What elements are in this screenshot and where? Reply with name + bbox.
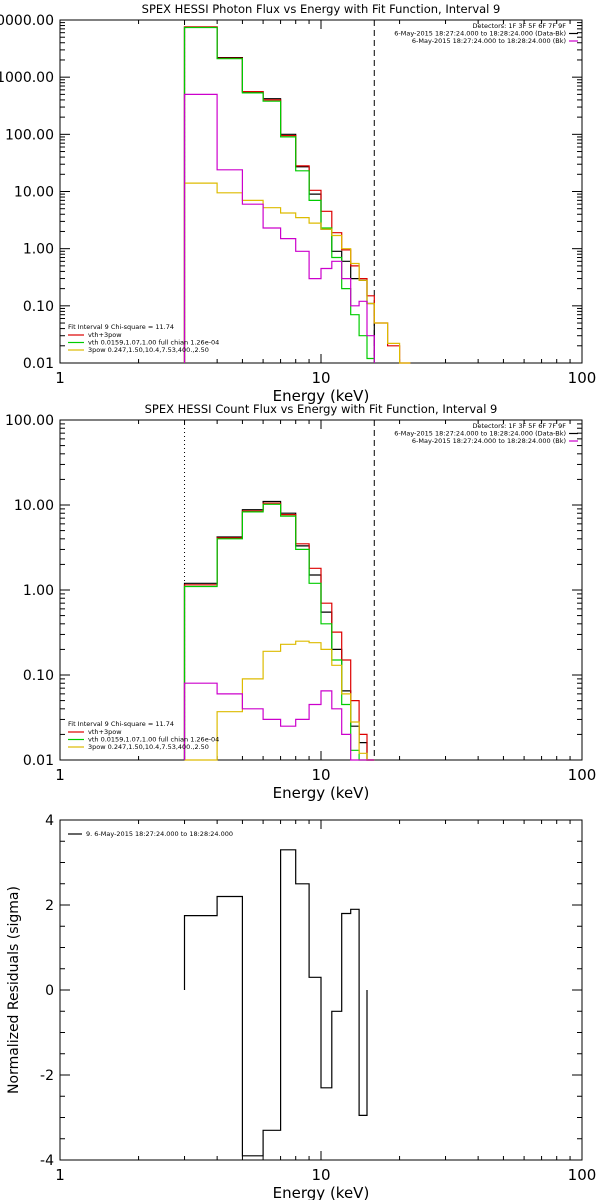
x-tick-label: 100 [568,369,597,387]
series-line [183,849,368,1157]
y-tick-label: 0.10 [23,668,54,684]
series-vth [183,503,375,761]
x-axis-label: Energy (keV) [273,387,370,405]
info-line-2: 6-May-2015 18:27:24.000 to 18:28:24.000 … [394,30,566,38]
series-line [183,182,411,364]
y-tick-label: 1.00 [23,242,54,258]
chart-title: SPEX HESSI Photon Flux vs Energy with Fi… [142,2,501,16]
x-tick-label: 1 [55,1166,65,1184]
series-residuals [183,849,368,1157]
series-data-bk [183,26,375,363]
x-tick-label: 10 [311,766,330,784]
series-line [183,26,375,363]
chart-panel-2: SPEX HESSI Count Flux vs Energy with Fit… [5,402,596,802]
series-vth [183,26,375,363]
y-tick-label: 1.00 [23,583,54,599]
x-tick-label: 1 [55,766,65,784]
series-vth-3pow [183,26,411,364]
info-line-2: 6-May-2015 18:27:24.000 to 18:28:24.000 … [394,430,566,438]
y-tick-label: 10.00 [14,185,54,201]
series-data-bk [183,500,375,761]
series-line [183,26,375,363]
series-3pow [183,182,411,364]
legend-label: vth+3pow [88,728,122,736]
legend-label: vth 0.0159,1.07,1.00 full chian 1.26e-04 [88,736,219,744]
y-tick-label: 4 [45,813,54,829]
y-tick-label: 100.00 [5,127,54,143]
x-tick-label: 100 [568,1166,597,1184]
info-line-1: Detectors: 1F 3F 5F 6F 7F 9F [472,422,566,430]
y-tick-label: 0.10 [23,299,54,315]
series-line [183,503,375,761]
x-tick-label: 10 [311,1166,330,1184]
info-line-1: Detectors: 1F 3F 5F 6F 7F 9F [472,22,566,30]
series-bk [183,682,375,761]
series-line [183,93,375,363]
legend-label: vth+3pow [88,331,122,339]
chart-title: SPEX HESSI Count Flux vs Energy with Fit… [145,402,498,416]
y-tick-label: 1000.00 [0,70,54,86]
series-3pow [184,640,375,761]
series-line [183,26,411,364]
chart-panel-3: 1 10 100 Energy (keV) 4 2 0 -2 -4 Normalized Resi… [6,813,597,1202]
y-tick-label: 0000.00 [0,13,54,29]
legend-label: 9. 6-May-2015 18:27:24.000 to 18:28:24.0… [86,830,233,838]
x-tick-label: 100 [568,766,597,784]
fit-title: Fit Interval 9 Chi-square = 11.74 [68,720,174,728]
y-axis-label: Normalized Residuals (sigma) [6,886,22,1094]
y-tick-label: 0.01 [23,753,54,769]
series-line [183,500,375,761]
x-axis-label: Energy (keV) [273,784,370,802]
info-line-3: 6-May-2015 18:27:24.000 to 18:28:24.000 … [412,437,566,445]
series-vth-3pow [183,502,375,761]
series-line [184,640,375,761]
x-tick-label: 10 [311,369,330,387]
series-bk [183,93,375,363]
y-tick-label: 0 [45,983,54,999]
x-tick-label: 1 [55,369,65,387]
y-tick-label: 0.01 [23,356,54,372]
x-axis-label: Energy (keV) [273,1184,370,1200]
series-line [183,682,375,761]
fit-title: Fit Interval 9 Chi-square = 11.74 [68,323,174,331]
info-line-3: 6-May-2015 18:27:24.000 to 18:28:24.000 … [412,37,566,45]
y-tick-label: -2 [40,1068,54,1084]
y-tick-label: -4 [40,1153,54,1169]
series-line [183,502,375,761]
y-tick-label: 10.00 [14,498,54,514]
legend-label: 3pow 0.247,1.50,10.4,7.53,400.,2.50 [88,346,209,354]
y-tick-label: 2 [45,898,54,914]
legend-label: vth 0.0159,1.07,1.00 full chian 1.26e-04 [88,339,219,347]
chart-panel-1: SPEX HESSI Photon Flux vs Energy with Fi… [0,2,596,405]
y-tick-label: 100.00 [5,413,54,429]
legend-label: 3pow 0.247,1.50,10.4,7.53,400.,2.50 [88,743,209,751]
